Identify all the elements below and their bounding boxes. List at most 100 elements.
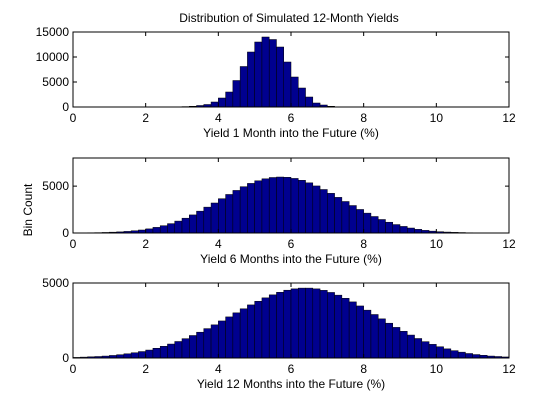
bar <box>268 294 277 359</box>
bar <box>443 348 452 359</box>
figure-title: Distribution of Simulated 12-Month Yield… <box>179 11 398 25</box>
subplot-3: 0 2 4 6 8 10 12 0 5000 Yield 12 Months into the F… <box>42 276 516 391</box>
y-tick-label: 0 <box>62 226 69 240</box>
x-tick-label: 0 <box>70 111 77 125</box>
bar <box>377 219 386 234</box>
bar <box>341 201 350 234</box>
x-tick-label: 4 <box>215 237 222 251</box>
bar <box>363 212 372 234</box>
bar <box>159 225 168 234</box>
bar <box>276 176 284 234</box>
bar <box>334 294 343 359</box>
bar <box>261 178 270 234</box>
bar <box>254 301 263 359</box>
y-tick-label: 5000 <box>42 276 69 290</box>
bar <box>239 186 248 234</box>
x-tick-label: 6 <box>288 111 295 125</box>
bar <box>210 324 219 359</box>
bar <box>254 41 263 108</box>
bar <box>305 287 314 359</box>
x-tick-label: 10 <box>430 111 444 125</box>
y-tick-label: 0 <box>62 351 69 365</box>
bar <box>276 292 284 359</box>
bar <box>465 353 473 359</box>
shared-y-axis-label: Bin Count <box>21 183 35 236</box>
bar <box>399 226 408 234</box>
bar <box>290 288 299 359</box>
bar <box>283 61 292 108</box>
bar <box>261 297 270 359</box>
bar <box>247 51 255 108</box>
bar <box>348 301 357 359</box>
bar <box>239 308 248 359</box>
x-tick-label: 2 <box>142 111 149 125</box>
bar <box>218 198 226 234</box>
bar <box>189 214 197 234</box>
bar <box>189 335 197 359</box>
x-tick-label: 8 <box>360 111 367 125</box>
bar <box>370 216 379 234</box>
bar <box>341 298 350 359</box>
bar <box>261 36 270 108</box>
bar <box>268 177 277 234</box>
bar <box>145 349 154 359</box>
bar <box>174 220 183 234</box>
bar <box>167 343 175 359</box>
x-tick-label: 2 <box>142 362 149 376</box>
bar <box>232 80 241 108</box>
bar <box>290 76 299 108</box>
y-tick-label: 5000 <box>42 75 69 89</box>
bar <box>232 312 241 359</box>
x-tick-label: 12 <box>502 111 516 125</box>
bar <box>174 341 183 359</box>
bar <box>421 341 430 359</box>
bar <box>450 350 459 359</box>
y-tick-label: 15000 <box>36 25 70 39</box>
bar <box>167 223 175 234</box>
bar-series-3 <box>72 287 510 359</box>
subplot-1: 0 2 4 6 8 10 12 0 5000 10000 15000 Yield 1 Month in… <box>36 25 516 140</box>
bar <box>181 338 190 359</box>
x-tick-label: 10 <box>430 237 444 251</box>
bar <box>247 304 255 359</box>
bar <box>203 206 212 234</box>
bar <box>472 354 481 359</box>
bar <box>181 217 190 234</box>
x-tick-label: 0 <box>70 237 77 251</box>
bar <box>312 288 321 359</box>
bar <box>436 346 444 359</box>
x-tick-label: 6 <box>288 237 295 251</box>
x-tick-label: 0 <box>70 362 77 376</box>
bar <box>298 87 306 108</box>
bar <box>210 202 219 234</box>
x-axis-label-3: Yield 12 Months into the Future (%) <box>197 377 385 391</box>
bar <box>247 183 255 234</box>
bar <box>305 96 314 108</box>
bar <box>232 190 241 234</box>
bar <box>327 292 335 359</box>
bar <box>312 185 321 234</box>
bar <box>225 316 234 359</box>
bar <box>218 320 226 359</box>
bar <box>218 97 226 108</box>
bar <box>319 290 328 359</box>
bar <box>298 180 306 234</box>
bar <box>399 331 408 359</box>
bar <box>225 194 234 234</box>
bar <box>327 193 335 234</box>
bar <box>428 344 437 359</box>
bar <box>138 351 146 359</box>
x-tick-label: 10 <box>430 362 444 376</box>
bar <box>414 229 423 234</box>
bar <box>370 314 379 359</box>
bar <box>196 331 205 359</box>
bar <box>385 221 393 234</box>
bar <box>348 205 357 234</box>
bar <box>152 348 161 359</box>
x-tick-label: 12 <box>502 237 516 251</box>
bar <box>407 334 415 359</box>
bar <box>377 318 386 359</box>
bar <box>225 91 234 108</box>
bar <box>203 328 212 359</box>
